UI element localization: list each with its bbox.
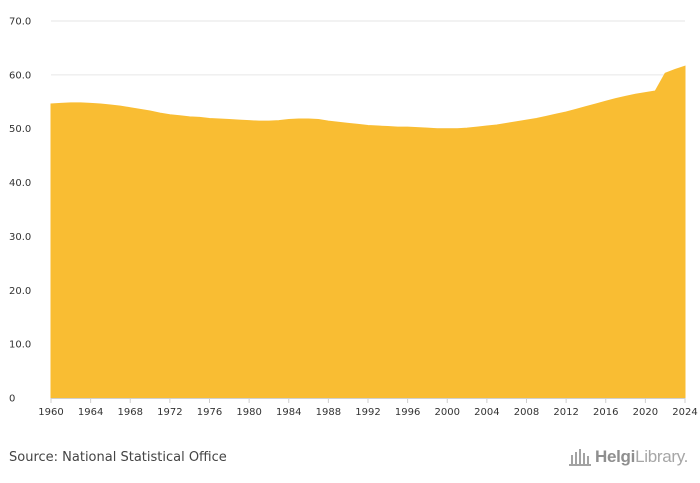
helgi-library-logo[interactable]: HelgiLibrary. <box>568 447 688 467</box>
x-tick-label: 1964 <box>78 407 103 418</box>
x-tick-label: 1968 <box>118 407 143 418</box>
x-axis: 1960 1964 1968 1972 1976 1980 1984 1988 1992 1996… <box>38 398 698 418</box>
series-area[interactable] <box>50 65 686 399</box>
x-tick-label: 1988 <box>316 407 341 418</box>
y-tick-label: 50.0 <box>9 124 31 135</box>
x-tick-label: 1976 <box>197 407 222 418</box>
y-tick-label: 60.0 <box>9 70 31 81</box>
logo-text: HelgiLibrary. <box>595 447 688 467</box>
x-tick-label: 2012 <box>553 407 578 418</box>
x-tick-label: 1972 <box>157 407 182 418</box>
x-tick-label: 1984 <box>276 407 301 418</box>
x-tick-label: 1980 <box>236 407 261 418</box>
source-note: Source: National Statistical Office <box>9 450 227 465</box>
logo-text-bold: Helgi <box>595 447 636 466</box>
x-tick-label: 2020 <box>633 407 658 418</box>
x-tick-label: 1992 <box>355 407 380 418</box>
y-tick-label: 10.0 <box>9 340 31 351</box>
chart: 010.020.030.040.050.060.070.0 1960 1964 19… <box>9 17 698 419</box>
y-tick-label: 70.0 <box>9 17 31 28</box>
y-tick-label: 40.0 <box>9 178 31 189</box>
library-building-icon <box>569 449 591 466</box>
y-tick-label: 20.0 <box>9 286 31 297</box>
logo-text-light: Library. <box>635 447 689 466</box>
y-tick-label: 30.0 <box>9 232 31 243</box>
x-tick-label: 2004 <box>474 407 499 418</box>
x-tick-label: 1996 <box>395 407 420 418</box>
x-tick-label: 2008 <box>514 407 539 418</box>
x-tick-label: 2000 <box>435 407 460 418</box>
x-tick-label: 2016 <box>593 407 618 418</box>
y-tick-label: 0 <box>9 394 15 405</box>
x-tick-label: 2024 <box>672 407 697 418</box>
y-axis: 0 10.0 20.0 30.0 40.0 50.0 60.0 70.0 <box>9 17 31 405</box>
x-tick-label: 1960 <box>38 407 63 418</box>
